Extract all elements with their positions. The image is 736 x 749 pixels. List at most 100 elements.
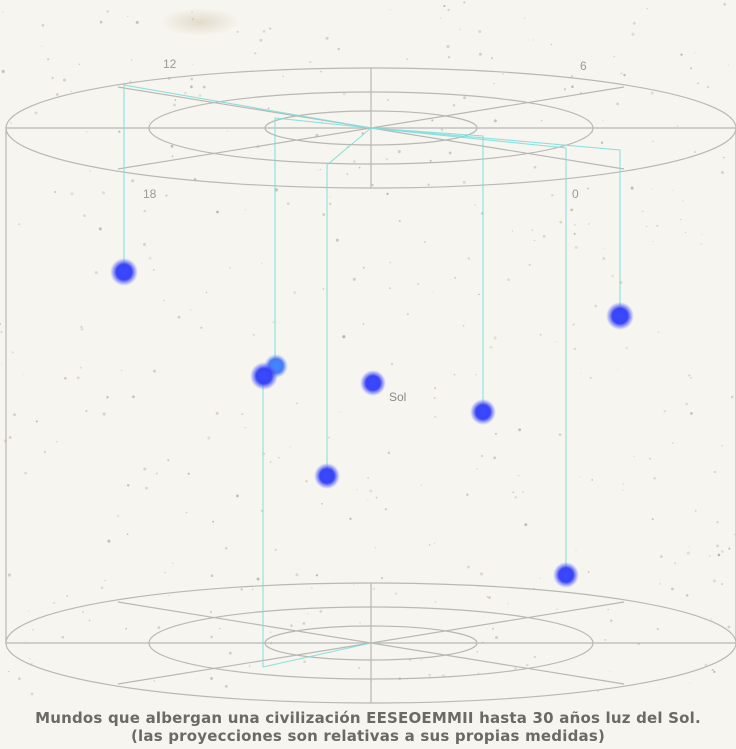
background-speck bbox=[518, 428, 522, 432]
background-speck bbox=[319, 610, 323, 613]
background-speck bbox=[290, 624, 293, 627]
background-speck bbox=[13, 413, 16, 417]
background-speck bbox=[35, 420, 38, 423]
background-speck bbox=[463, 96, 467, 100]
background-speck bbox=[391, 362, 393, 365]
background-speck bbox=[597, 690, 599, 692]
background-speck bbox=[439, 17, 442, 19]
background-speck bbox=[558, 433, 562, 436]
background-speck bbox=[218, 627, 221, 630]
background-speck bbox=[296, 402, 298, 405]
background-speck bbox=[320, 70, 322, 73]
star-marker bbox=[553, 562, 579, 588]
background-speck bbox=[126, 484, 130, 487]
background-speck bbox=[216, 210, 219, 214]
background-speck bbox=[202, 85, 206, 89]
background-speck bbox=[652, 140, 654, 142]
background-speck bbox=[689, 67, 693, 70]
background-speck bbox=[730, 395, 734, 399]
projection-line bbox=[326, 127, 372, 476]
background-speck bbox=[342, 335, 346, 339]
background-speck bbox=[454, 276, 457, 279]
star-marker bbox=[110, 258, 138, 286]
background-speck bbox=[701, 233, 703, 235]
background-speck bbox=[41, 24, 45, 27]
background-speck bbox=[54, 190, 57, 194]
background-speck bbox=[78, 63, 81, 65]
projection-line bbox=[370, 127, 484, 412]
background-speck bbox=[311, 587, 313, 589]
background-speck bbox=[254, 52, 257, 55]
projection-line bbox=[370, 127, 567, 575]
background-speck bbox=[362, 323, 365, 325]
background-speck bbox=[728, 547, 731, 550]
background-speck bbox=[145, 486, 149, 490]
background-speck bbox=[94, 271, 98, 275]
background-speck bbox=[286, 202, 290, 205]
background-speck bbox=[710, 617, 713, 620]
background-speck bbox=[480, 454, 484, 458]
hour-label-18: 18 bbox=[143, 187, 157, 201]
background-speck bbox=[447, 8, 450, 12]
background-speck bbox=[132, 395, 135, 399]
background-speck bbox=[478, 30, 482, 34]
background-speck bbox=[43, 450, 47, 454]
background-speck bbox=[252, 333, 255, 336]
background-speck bbox=[594, 304, 597, 308]
background-speck bbox=[1, 69, 5, 74]
background-speck bbox=[30, 662, 33, 665]
projection-line bbox=[370, 127, 621, 316]
background-speck bbox=[622, 483, 624, 485]
background-speck bbox=[622, 489, 624, 491]
background-speck bbox=[0, 322, 2, 325]
background-speck bbox=[685, 594, 689, 597]
background-speck bbox=[190, 309, 192, 311]
background-speck bbox=[685, 402, 688, 406]
background-speck bbox=[434, 387, 437, 390]
background-speck bbox=[148, 256, 152, 260]
background-speck bbox=[721, 583, 724, 586]
background-speck bbox=[406, 313, 409, 316]
background-speck bbox=[694, 510, 697, 512]
background-speck bbox=[531, 229, 534, 231]
background-speck bbox=[448, 151, 452, 155]
background-speck bbox=[248, 665, 251, 668]
background-speck bbox=[120, 369, 123, 372]
background-speck bbox=[723, 3, 726, 6]
starfield-background bbox=[0, 1, 736, 696]
background-speck bbox=[492, 627, 494, 630]
background-speck bbox=[727, 625, 731, 629]
background-speck bbox=[517, 474, 520, 477]
background-speck bbox=[573, 347, 577, 351]
background-speck bbox=[61, 635, 65, 639]
background-speck bbox=[83, 214, 86, 217]
background-speck bbox=[325, 36, 329, 40]
background-speck bbox=[165, 194, 168, 197]
background-speck bbox=[447, 56, 451, 59]
background-speck bbox=[671, 442, 674, 444]
background-speck bbox=[80, 328, 84, 331]
background-speck bbox=[580, 373, 582, 375]
background-speck bbox=[163, 299, 165, 302]
background-speck bbox=[589, 376, 592, 380]
background-speck bbox=[295, 573, 299, 577]
background-speck bbox=[611, 274, 615, 278]
background-speck bbox=[394, 592, 398, 595]
background-speck bbox=[646, 7, 649, 10]
background-speck bbox=[631, 32, 635, 36]
background-speck bbox=[89, 170, 91, 172]
background-speck bbox=[359, 621, 361, 624]
background-speck bbox=[177, 315, 181, 319]
background-speck bbox=[104, 579, 106, 582]
background-speck bbox=[716, 544, 719, 548]
background-speck bbox=[209, 676, 214, 680]
background-speck bbox=[512, 491, 514, 494]
background-speck bbox=[528, 263, 531, 266]
background-speck bbox=[610, 619, 613, 622]
background-speck bbox=[587, 187, 589, 190]
background-speck bbox=[397, 150, 401, 154]
background-speck bbox=[645, 225, 648, 228]
background-speck bbox=[603, 248, 605, 250]
background-speck bbox=[653, 476, 656, 480]
